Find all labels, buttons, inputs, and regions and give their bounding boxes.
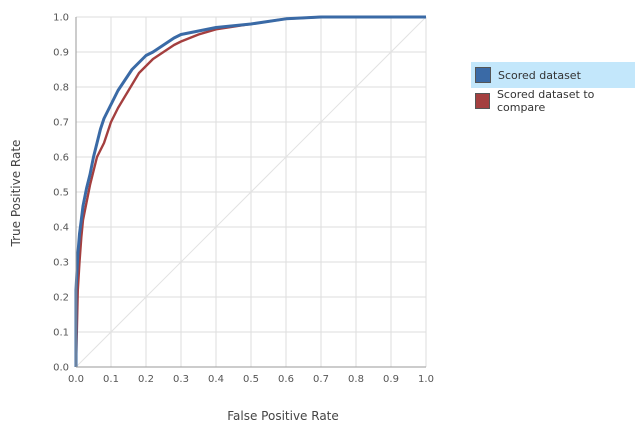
x-tick-label: 0.1 (103, 374, 119, 385)
legend: Scored dataset Scored dataset to compare (471, 62, 635, 114)
y-tick-label: 0.8 (53, 83, 69, 94)
axes (75, 17, 426, 368)
y-axis-ticks: 0.0 0.1 0.2 0.3 0.4 0.5 0.6 0.7 0.8 0.9 1.0 (53, 13, 69, 374)
y-tick-label: 0.4 (53, 223, 69, 234)
y-tick-label: 0.2 (53, 293, 69, 304)
y-tick-label: 0.5 (53, 188, 69, 199)
series-layer (74, 15, 426, 368)
y-axis-title: True Positive Rate (9, 140, 23, 248)
y-tick-label: 0.6 (53, 153, 69, 164)
x-tick-label: 0.8 (348, 374, 364, 385)
x-tick-label: 0.5 (243, 374, 259, 385)
x-tick-label: 0.6 (278, 374, 294, 385)
y-tick-label: 0.9 (53, 48, 69, 59)
y-tick-label: 0.3 (53, 258, 69, 269)
y-tick-label: 0.1 (53, 328, 69, 339)
x-tick-label: 1.0 (418, 374, 434, 385)
legend-swatch-red (475, 93, 490, 109)
legend-label: Scored dataset to compare (496, 88, 595, 114)
x-axis-ticks: 0.0 0.1 0.2 0.3 0.4 0.5 0.6 0.7 0.8 0.9 1.0 (68, 374, 434, 385)
x-tick-label: 0.3 (173, 374, 189, 385)
x-tick-label: 0.0 (68, 374, 84, 385)
series-line-scored-dataset[interactable] (74, 15, 426, 367)
legend-swatch-blue (475, 67, 491, 83)
y-tick-label: 0.0 (53, 363, 69, 374)
x-tick-label: 0.4 (208, 374, 224, 385)
legend-label: Scored dataset (498, 68, 581, 82)
legend-item-scored-dataset[interactable]: Scored dataset (471, 62, 635, 88)
x-tick-label: 0.2 (138, 374, 154, 385)
x-axis-title: False Positive Rate (227, 409, 339, 423)
legend-item-scored-dataset-to-compare[interactable]: Scored dataset to compare (471, 88, 635, 114)
x-tick-label: 0.7 (313, 374, 329, 385)
x-tick-label: 0.9 (383, 374, 399, 385)
diagonal-reference-line (75, 16, 427, 368)
y-tick-label: 1.0 (53, 13, 69, 24)
y-tick-label: 0.7 (53, 118, 69, 129)
